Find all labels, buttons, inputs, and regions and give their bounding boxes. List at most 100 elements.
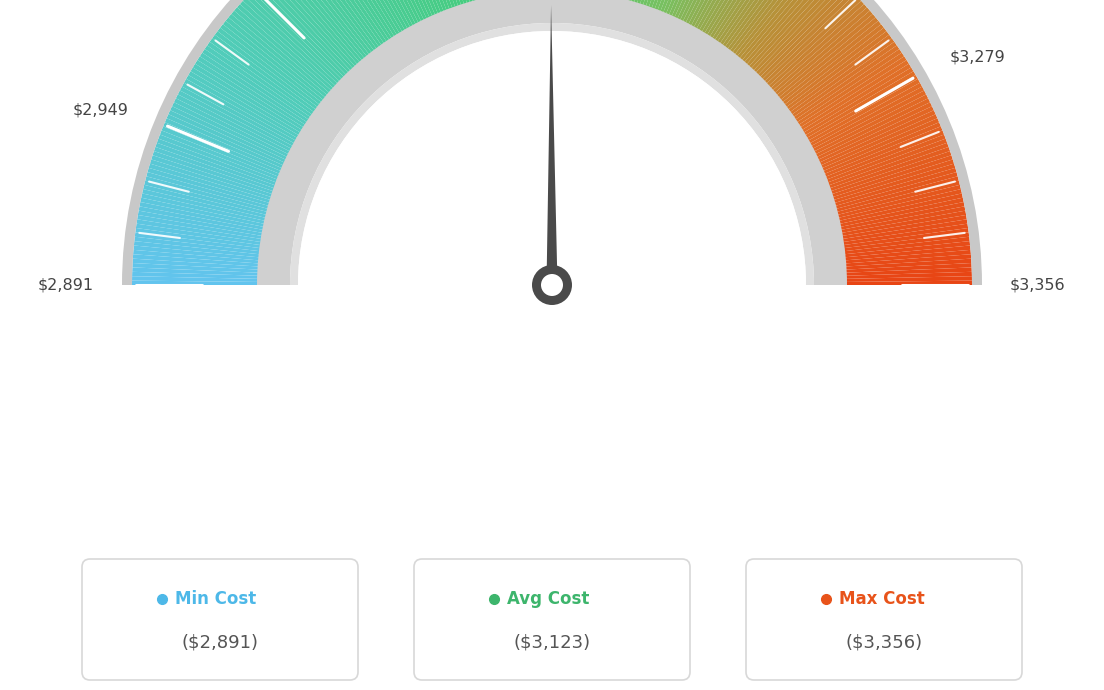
Wedge shape	[182, 83, 298, 148]
Wedge shape	[178, 90, 295, 153]
Wedge shape	[753, 0, 846, 78]
Wedge shape	[212, 34, 319, 115]
Wedge shape	[452, 0, 486, 3]
Wedge shape	[418, 0, 463, 10]
Wedge shape	[361, 0, 423, 27]
Wedge shape	[820, 126, 943, 178]
Wedge shape	[257, 0, 847, 285]
Wedge shape	[136, 224, 265, 246]
Wedge shape	[146, 177, 272, 213]
Wedge shape	[270, 0, 360, 70]
Wedge shape	[405, 0, 454, 13]
Wedge shape	[842, 276, 972, 282]
Wedge shape	[782, 28, 887, 110]
Wedge shape	[290, 23, 814, 285]
Wedge shape	[229, 14, 330, 100]
Wedge shape	[816, 110, 936, 167]
Wedge shape	[767, 4, 867, 93]
Wedge shape	[298, 0, 379, 54]
Wedge shape	[681, 0, 743, 27]
Wedge shape	[831, 172, 957, 210]
Wedge shape	[837, 206, 965, 234]
Wedge shape	[839, 224, 968, 246]
Wedge shape	[191, 68, 304, 137]
Wedge shape	[803, 75, 917, 143]
Wedge shape	[435, 0, 474, 6]
Wedge shape	[636, 0, 678, 8]
Wedge shape	[137, 219, 266, 243]
Wedge shape	[734, 0, 819, 61]
Wedge shape	[746, 0, 837, 72]
Wedge shape	[397, 0, 448, 15]
Wedge shape	[161, 126, 284, 178]
Wedge shape	[456, 0, 489, 3]
Wedge shape	[180, 86, 296, 150]
Wedge shape	[689, 0, 754, 31]
Wedge shape	[140, 197, 268, 228]
Wedge shape	[132, 254, 263, 267]
Bar	[102, 11, 1002, 335]
Wedge shape	[331, 0, 402, 39]
Text: $2,891: $2,891	[38, 277, 94, 293]
Wedge shape	[633, 0, 673, 8]
Wedge shape	[809, 90, 926, 153]
Wedge shape	[826, 147, 951, 193]
Wedge shape	[288, 0, 372, 59]
Wedge shape	[208, 41, 316, 119]
Wedge shape	[255, 0, 349, 80]
Text: $2,949: $2,949	[73, 103, 129, 117]
Wedge shape	[835, 189, 962, 221]
Wedge shape	[838, 215, 967, 239]
Wedge shape	[760, 0, 856, 84]
Wedge shape	[751, 0, 842, 76]
Wedge shape	[841, 250, 970, 264]
Wedge shape	[841, 259, 972, 270]
Wedge shape	[641, 0, 686, 10]
Wedge shape	[200, 52, 310, 127]
Wedge shape	[402, 0, 450, 14]
Wedge shape	[822, 135, 946, 184]
Wedge shape	[613, 0, 644, 2]
Wedge shape	[184, 79, 299, 146]
Wedge shape	[160, 130, 283, 181]
Wedge shape	[787, 38, 894, 117]
Wedge shape	[627, 0, 665, 6]
Wedge shape	[134, 241, 264, 257]
Wedge shape	[836, 197, 964, 228]
Wedge shape	[650, 0, 699, 13]
Wedge shape	[742, 0, 830, 68]
Wedge shape	[813, 102, 932, 161]
Wedge shape	[777, 21, 881, 105]
Wedge shape	[832, 181, 959, 216]
Text: ($3,123): ($3,123)	[513, 633, 591, 651]
Wedge shape	[708, 0, 781, 42]
Wedge shape	[810, 95, 928, 156]
Wedge shape	[841, 254, 972, 267]
Wedge shape	[210, 38, 317, 117]
Wedge shape	[134, 246, 263, 261]
Wedge shape	[137, 215, 266, 239]
Wedge shape	[187, 75, 301, 143]
Wedge shape	[274, 0, 362, 68]
Wedge shape	[152, 151, 277, 195]
Wedge shape	[779, 24, 884, 107]
Wedge shape	[841, 246, 970, 261]
Wedge shape	[609, 0, 639, 1]
Wedge shape	[234, 8, 335, 95]
Wedge shape	[654, 0, 702, 14]
Wedge shape	[702, 0, 773, 39]
Wedge shape	[134, 250, 263, 264]
Wedge shape	[839, 228, 968, 248]
Wedge shape	[410, 0, 457, 12]
Wedge shape	[231, 10, 332, 98]
Wedge shape	[139, 206, 267, 234]
Wedge shape	[220, 24, 325, 107]
Wedge shape	[692, 0, 758, 32]
Wedge shape	[775, 17, 879, 103]
Wedge shape	[825, 143, 948, 190]
FancyBboxPatch shape	[414, 559, 690, 680]
Wedge shape	[135, 233, 264, 252]
FancyBboxPatch shape	[746, 559, 1022, 680]
Wedge shape	[267, 0, 358, 72]
Wedge shape	[808, 86, 924, 150]
